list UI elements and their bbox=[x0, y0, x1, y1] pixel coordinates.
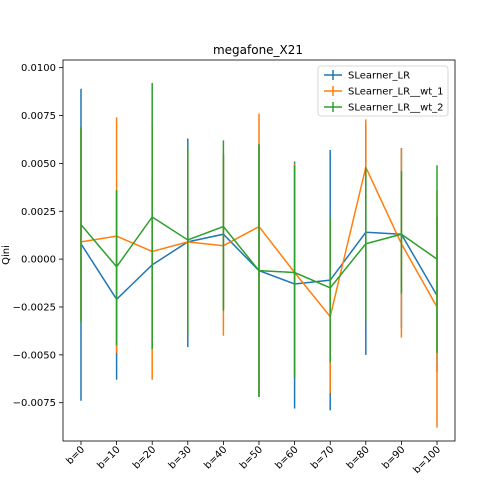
y-tick-label: 0.0025 bbox=[21, 207, 56, 218]
chart-title: megafone_X21 bbox=[213, 43, 303, 57]
plot-area bbox=[80, 82, 438, 428]
y-tick-label: 0.0050 bbox=[21, 159, 56, 170]
y-tick-label: 0.0100 bbox=[21, 63, 56, 74]
plot-frame bbox=[62, 59, 456, 442]
legend-label: SLearner_LR bbox=[348, 71, 410, 82]
series-SLearner_LR__wt_2 bbox=[80, 82, 438, 397]
legend: SLearner_LR SLearner_LR__wt_1 SLearner_LR_… bbox=[317, 65, 449, 117]
y-axis: −0.0075 −0.0050 −0.0025 0.0000 0.0025 0.0050 0… bbox=[13, 63, 63, 409]
y-tick-label: −0.0075 bbox=[13, 398, 56, 409]
y-tick-label: −0.0050 bbox=[13, 350, 56, 361]
y-axis-label: Qini bbox=[1, 245, 12, 265]
y-tick-label: −0.0025 bbox=[13, 302, 56, 313]
legend-label: SLearner_LR__wt_2 bbox=[348, 103, 444, 114]
y-tick-label: 0.0000 bbox=[21, 255, 56, 266]
y-tick-label: 0.0075 bbox=[21, 111, 56, 122]
legend-label: SLearner_LR__wt_1 bbox=[348, 87, 444, 98]
legend-box bbox=[317, 65, 449, 117]
